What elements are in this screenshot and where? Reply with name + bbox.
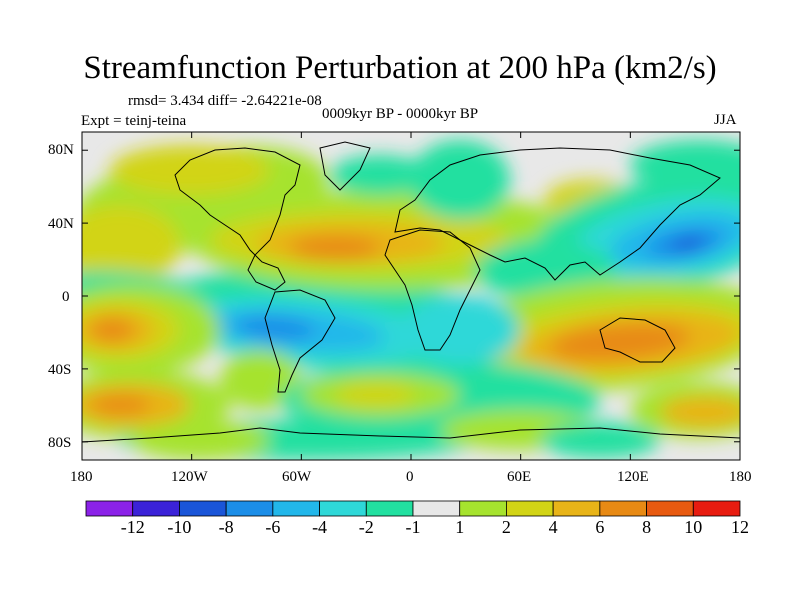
- colorbar-swatch: [365, 500, 414, 517]
- colorbar-label: 10: [684, 517, 703, 537]
- experiment-label: Expt = teinj-teina: [81, 113, 187, 129]
- band-south-america-core: [235, 315, 315, 341]
- colorbar-swatch: [552, 500, 601, 517]
- band-patagonia: [220, 350, 300, 410]
- lon-tick-180w: 180: [70, 469, 93, 485]
- colorbar: [85, 500, 741, 517]
- colorbar-swatch: [599, 500, 647, 517]
- coast-south-america: [264, 289, 336, 393]
- colorbar-label: -10: [167, 517, 192, 537]
- colorbar-label: 4: [548, 517, 558, 537]
- colorbar-label: -4: [312, 517, 328, 537]
- lon-tick-60w: 60W: [282, 469, 312, 485]
- rmsd-label: rmsd= 3.434 diff= -2.64221e-08: [128, 93, 322, 109]
- contour-field: [82, 132, 740, 460]
- axis-ticks: [81, 132, 741, 460]
- band-nw-pacific: [630, 140, 740, 190]
- band-antarctic-far-east: [540, 422, 660, 458]
- period-label: 0009kyr BP - 0000kyr BP: [322, 106, 479, 122]
- band-europe-cyclone: [410, 140, 510, 220]
- colorbar-swatch: [459, 500, 507, 517]
- colorbar-swatch: [85, 500, 134, 517]
- colorbar-swatch: [272, 500, 320, 517]
- colorbar-swatch: [506, 500, 554, 517]
- coast-australia: [599, 317, 676, 363]
- colorbar-label: 2: [501, 517, 511, 537]
- band-pacific-center: [670, 236, 706, 252]
- colorbar-swatch: [319, 500, 367, 517]
- page-title: Streamfunction Perturbation at 200 hPa (…: [83, 50, 717, 86]
- lat-tick-40S: 40S: [48, 362, 72, 378]
- band-south-atlantic-core: [335, 383, 415, 407]
- band-spac60-core: [90, 395, 150, 415]
- lon-tick-180e: 180: [729, 469, 752, 485]
- colorbar-label: 1: [455, 517, 465, 537]
- band-atlantic-core: [290, 236, 380, 260]
- colorbar-label: 12: [731, 517, 749, 537]
- coast-antarctica: [82, 427, 740, 443]
- colorbar-swatch: [132, 500, 180, 517]
- season-label: JJA: [714, 112, 737, 128]
- coast-greenland: [319, 141, 371, 191]
- colorbar-label: -6: [265, 517, 281, 537]
- colorbar-label: 6: [595, 517, 605, 537]
- band-australia-core: [550, 323, 690, 361]
- lon-tick-120e: 120E: [617, 469, 649, 485]
- coast-north-america: [174, 147, 301, 291]
- colorbar-swatch: [692, 500, 741, 517]
- lat-tick-0: 0: [62, 289, 70, 305]
- lon-tick-0: 0: [406, 469, 414, 485]
- lat-tick-80N: 80N: [48, 142, 74, 158]
- colorbar-swatch: [179, 500, 227, 517]
- colorbar-swatch: [225, 500, 274, 517]
- coast-eurasia: [394, 147, 721, 281]
- field-blobs: [82, 140, 740, 460]
- band-arctic-cyclone: [330, 155, 430, 195]
- colorbar-swatch: [646, 500, 694, 517]
- band-npac-west: [82, 205, 180, 285]
- colorbar-label: -2: [358, 517, 374, 537]
- lat-tick-80S: 80S: [48, 435, 72, 451]
- colorbar-label: -8: [218, 517, 234, 537]
- coastlines: [82, 141, 740, 443]
- lon-tick-60e: 60E: [507, 469, 532, 485]
- colorbar-label: 8: [642, 517, 652, 537]
- colorbar-label: -1: [405, 517, 421, 537]
- lon-tick-120w: 120W: [171, 469, 208, 485]
- colorbar-label: -12: [120, 517, 145, 537]
- band-alaska: [110, 145, 270, 195]
- band-southern-africa: [400, 295, 520, 365]
- band-spac-core: [90, 318, 134, 342]
- band-amundsen: [130, 420, 270, 460]
- colorbar-swatch: [412, 500, 461, 517]
- band-southern-ocean-inner: [660, 396, 740, 428]
- lat-tick-40N: 40N: [48, 216, 74, 232]
